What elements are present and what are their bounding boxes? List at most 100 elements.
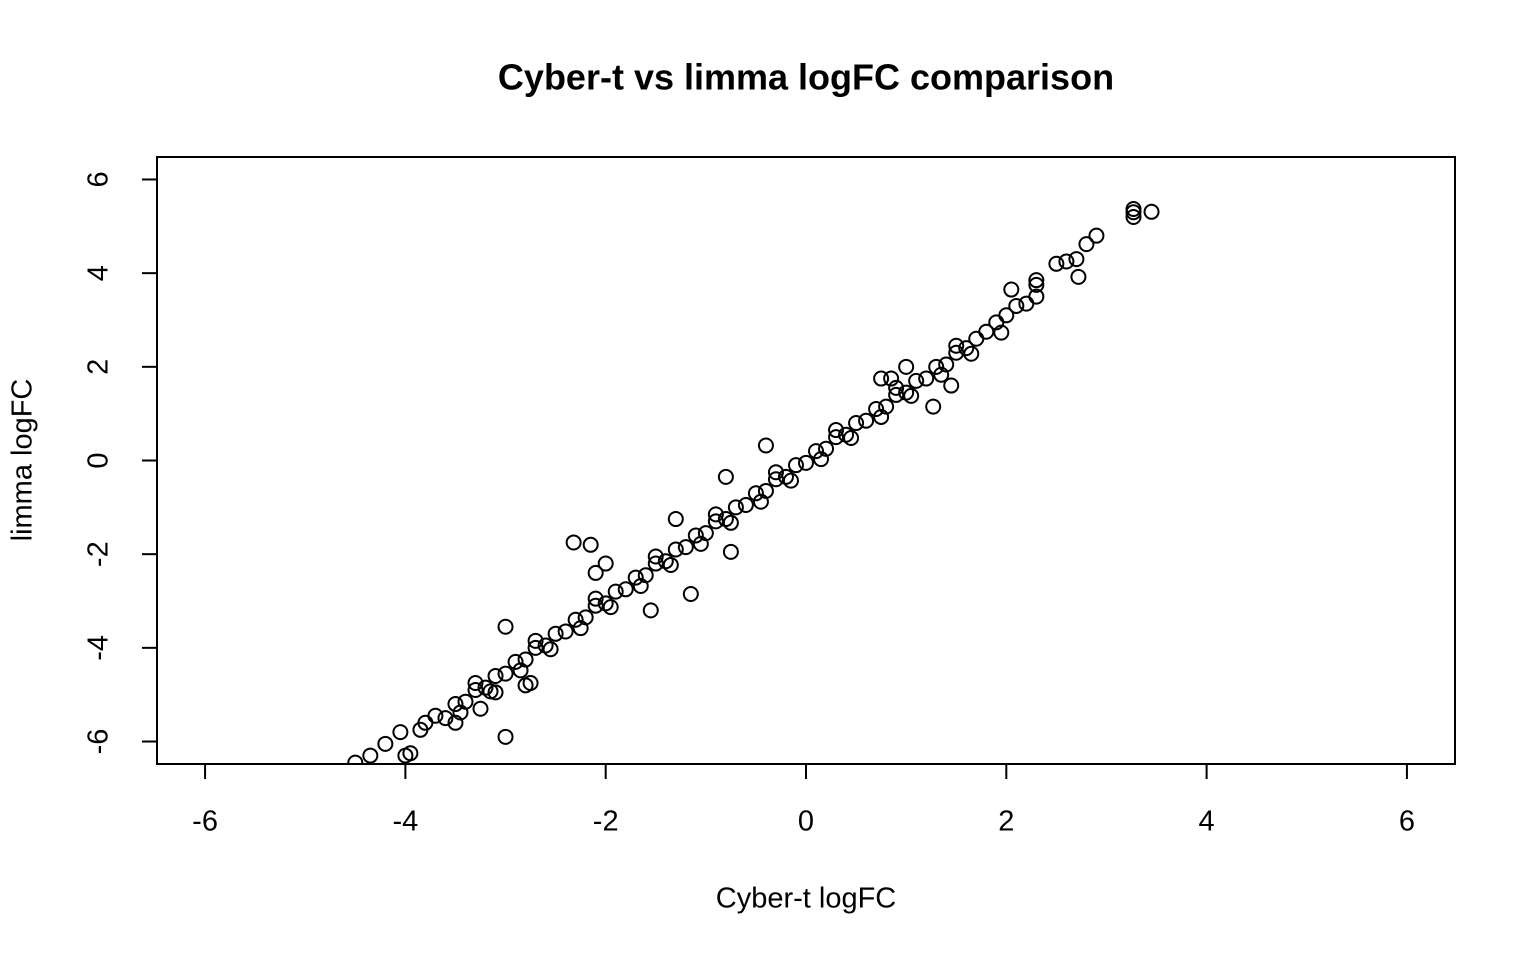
point (662, 556, 679, 573)
point (632, 578, 649, 595)
point (828, 422, 845, 439)
point (657, 553, 674, 570)
x-tick-label: -4 (392, 806, 418, 838)
point (722, 543, 739, 560)
y-tick-label: 2 (83, 359, 115, 375)
point (813, 451, 830, 468)
point (527, 632, 544, 649)
point (968, 330, 985, 347)
x-axis-label: Cyber-t logFC (716, 883, 897, 915)
point (642, 602, 659, 619)
point (677, 539, 694, 556)
point (427, 707, 444, 724)
y-tick-label: 0 (83, 452, 115, 468)
point (472, 700, 489, 717)
plot-frame (156, 156, 1456, 765)
point (682, 585, 699, 602)
point (537, 637, 554, 654)
point (467, 674, 484, 691)
chart-title: Cyber-t vs limma logFC comparison (498, 57, 1114, 98)
points (347, 200, 1160, 764)
point (928, 358, 945, 375)
y-tick-label: 6 (83, 171, 115, 187)
point (452, 704, 469, 721)
point (497, 728, 514, 745)
point (925, 398, 942, 415)
point (1143, 203, 1160, 220)
point (1008, 297, 1025, 314)
point (667, 511, 684, 528)
x-tick-label: 4 (1199, 806, 1215, 838)
point (873, 408, 890, 425)
point (692, 535, 709, 552)
x-tick-label: -2 (593, 806, 619, 838)
point (667, 541, 684, 558)
point (377, 735, 394, 752)
point (808, 443, 825, 460)
point (497, 665, 514, 682)
point (888, 379, 905, 396)
point (717, 468, 734, 485)
point (512, 662, 529, 679)
point (617, 581, 634, 598)
point (948, 344, 965, 361)
y-tick-label: -4 (83, 635, 115, 661)
point (507, 653, 524, 670)
point (828, 429, 845, 446)
point (883, 370, 900, 387)
point (888, 386, 905, 403)
point (1078, 236, 1095, 253)
point (567, 611, 584, 628)
point (1018, 295, 1035, 312)
point (557, 623, 574, 640)
point (477, 679, 494, 696)
point (1028, 272, 1045, 289)
point (1028, 276, 1045, 293)
point (497, 618, 514, 635)
point (938, 356, 955, 373)
point (582, 536, 599, 553)
point (647, 548, 664, 565)
point (707, 513, 724, 530)
point (522, 674, 539, 691)
point (1088, 227, 1105, 244)
point (447, 714, 464, 731)
point (752, 493, 769, 510)
point (1058, 253, 1075, 270)
point (1028, 288, 1045, 305)
point (607, 583, 624, 600)
point (447, 696, 464, 713)
point (572, 620, 589, 637)
point (757, 437, 774, 454)
point (848, 415, 865, 432)
point (958, 340, 975, 357)
point (858, 412, 875, 429)
point (597, 555, 614, 572)
point (818, 440, 835, 457)
point (565, 534, 582, 551)
point (597, 595, 614, 612)
point (998, 307, 1015, 324)
point (727, 499, 744, 516)
point (1068, 251, 1085, 268)
x-tick-label: 0 (798, 806, 814, 838)
point (873, 370, 890, 387)
point (878, 398, 895, 415)
point (747, 485, 764, 502)
point (687, 527, 704, 544)
point (843, 430, 860, 447)
x-tick-label: 6 (1399, 806, 1415, 838)
point (482, 683, 499, 700)
point (722, 514, 739, 531)
point (933, 366, 950, 383)
point (347, 754, 364, 764)
point (392, 724, 409, 741)
point (587, 597, 604, 614)
y-tick-label: -6 (83, 729, 115, 755)
x-tick-label: -6 (192, 806, 218, 838)
point (1070, 268, 1087, 285)
point (767, 464, 784, 481)
point (777, 468, 794, 485)
point (527, 639, 544, 656)
